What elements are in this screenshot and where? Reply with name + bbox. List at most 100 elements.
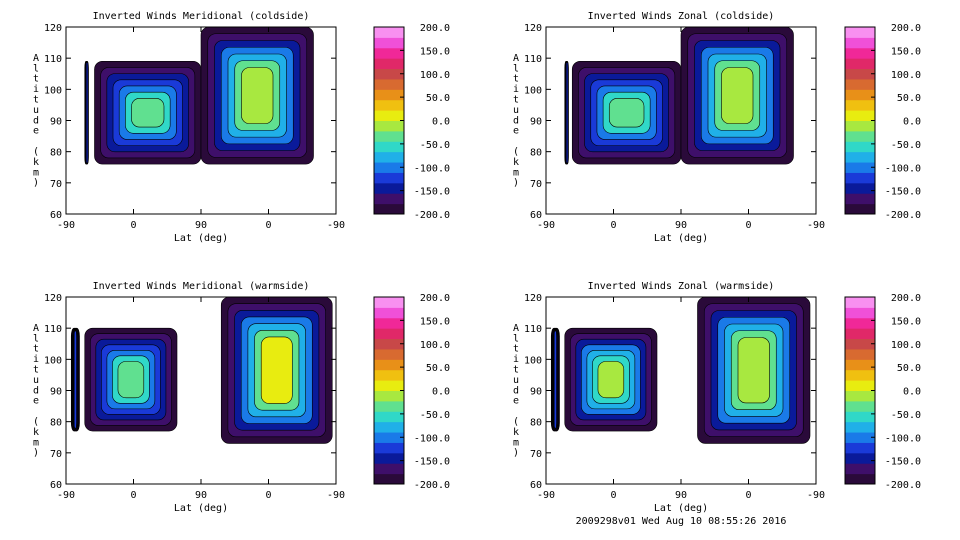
colorbar-swatch [845,141,875,153]
colorbar-tick-label: 200.0 [420,23,450,34]
colorbar-swatch [845,400,875,412]
colorbar-tick-label: -50.0 [420,410,450,421]
colorbar-swatch [845,359,875,371]
colorbar-swatch [374,297,404,308]
contour-band [117,361,145,399]
x-axis-label: Lat (deg) [174,233,228,244]
y-tick-label: 120 [44,293,62,304]
colorbar-swatch [845,27,875,38]
colorbar-swatch [374,421,404,433]
contour-band [85,62,89,164]
y-tick-label: 110 [524,324,542,335]
chart-panel-2: Inverted Winds Zonal (coldside) 120 110 100… [513,11,921,244]
x-tick-label: 0 [745,220,751,231]
colorbar-swatch [845,338,875,350]
colorbar-swatch [845,47,875,59]
x-axis-label: Lat (deg) [174,503,228,514]
colorbar-swatch [845,110,875,121]
colorbar-swatch [374,99,404,111]
colorbar-swatch [845,120,875,132]
colorbar-tick-label: 0.0 [903,117,921,128]
x-tick-label: -90 [327,220,345,231]
contour-band [721,67,754,124]
data-region [200,26,314,165]
contour-band [737,337,770,404]
colorbar-tick-label: 0.0 [432,387,450,398]
colorbar-tick-label: 50.0 [897,363,921,374]
colorbar-swatch [374,47,404,59]
colorbar-swatch [845,411,875,423]
colorbar-tick-label: -100.0 [885,163,921,174]
colorbar: 200.0 150.0 100.0 50.0 0.0 -50.0 -100.0 -150.0 -… [844,293,921,491]
y-tick-label: 70 [50,449,62,460]
colorbar-swatch [845,328,875,340]
contour-band [553,330,557,429]
y-tick-label: 100 [524,85,542,96]
colorbar-tick-label: -150.0 [414,457,450,468]
colorbar-swatch [374,27,404,38]
colorbar-swatch [374,172,404,184]
colorbar-tick-label: 200.0 [420,293,450,304]
chart-title: Inverted Winds Zonal (warmside) [588,281,775,292]
x-tick-label: -90 [57,490,75,501]
colorbar-swatch [845,151,875,163]
colorbar-swatch [374,432,404,443]
contour-band [608,98,645,128]
y-tick-label: 100 [44,85,62,96]
colorbar-swatch [845,348,875,360]
colorbar-swatch [374,338,404,350]
colorbar-swatch [374,78,404,90]
data-region [94,60,202,165]
data-region [571,60,682,165]
data-region [550,327,560,432]
colorbar-swatch [374,89,404,101]
data-region [220,296,333,444]
y-tick-label: 80 [530,418,542,429]
y-tick-label: 120 [44,23,62,34]
colorbar-swatch [374,193,404,205]
x-tick-label: -90 [327,490,345,501]
contour-band [241,67,274,124]
y-tick-label: 80 [50,418,62,429]
y-tick-label: 120 [524,293,542,304]
colorbar-tick-label: 0.0 [903,387,921,398]
y-tick-label: 80 [530,148,542,159]
colorbar-tick-label: 200.0 [891,23,921,34]
colorbar-tick-label: 50.0 [426,93,450,104]
y-tick-label: 100 [524,355,542,366]
footer-timestamp: 2009298v01 Wed Aug 10 08:55:26 2016 [576,516,787,527]
colorbar-swatch [374,68,404,80]
data-region [697,296,811,444]
colorbar-swatch [845,203,875,215]
data-region [680,26,794,165]
colorbar-swatch [845,37,875,49]
colorbar-tick-label: 100.0 [891,70,921,81]
y-tick-label: 80 [50,148,62,159]
x-tick-label: 0 [265,490,271,501]
data-region [564,60,569,165]
chart-panel-3: Inverted Winds Meridional (warmside) 120 1… [33,281,450,514]
colorbar-tick-label: 0.0 [432,117,450,128]
colorbar-swatch [374,151,404,163]
data-region [84,327,178,432]
colorbar-tick-label: 50.0 [426,363,450,374]
colorbar-swatch [845,432,875,443]
colorbar: 200.0 150.0 100.0 50.0 0.0 -50.0 -100.0 -150.0 -… [373,23,450,221]
y-tick-label: 70 [530,179,542,190]
colorbar-tick-label: 150.0 [420,316,450,327]
colorbar-swatch [374,317,404,329]
colorbar-swatch [845,162,875,173]
colorbar-tick-label: 100.0 [420,70,450,81]
colorbar-tick-label: -100.0 [414,433,450,444]
y-tick-label: 60 [530,480,542,491]
colorbar: 200.0 150.0 100.0 50.0 0.0 -50.0 -100.0 -150.0 -… [844,23,921,221]
colorbar-swatch [374,130,404,142]
y-tick-label: 120 [524,23,542,34]
colorbar-tick-label: 150.0 [891,46,921,57]
y-tick-label: 90 [530,117,542,128]
colorbar-swatch [374,37,404,49]
colorbar-swatch [845,317,875,329]
